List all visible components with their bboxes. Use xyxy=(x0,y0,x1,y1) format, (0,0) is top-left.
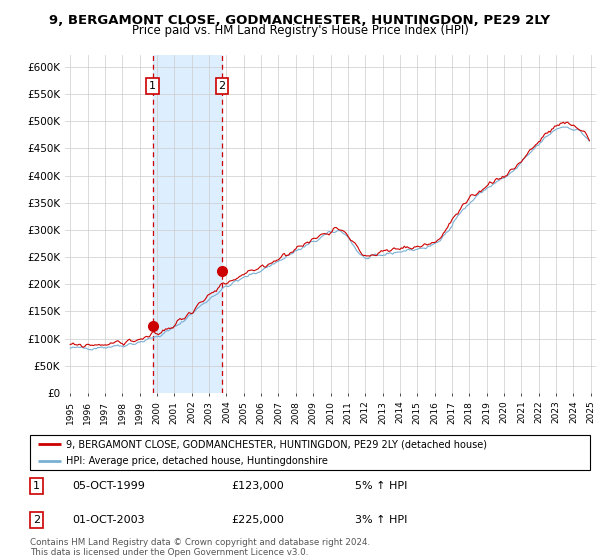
Text: £225,000: £225,000 xyxy=(232,515,284,525)
Text: 1: 1 xyxy=(149,81,156,91)
Text: 1: 1 xyxy=(33,481,40,491)
Text: Contains HM Land Registry data © Crown copyright and database right 2024.
This d: Contains HM Land Registry data © Crown c… xyxy=(30,538,370,557)
Text: HPI: Average price, detached house, Huntingdonshire: HPI: Average price, detached house, Hunt… xyxy=(67,455,328,465)
Text: 01-OCT-2003: 01-OCT-2003 xyxy=(72,515,145,525)
Text: 05-OCT-1999: 05-OCT-1999 xyxy=(72,481,145,491)
Text: 9, BERGAMONT CLOSE, GODMANCHESTER, HUNTINGDON, PE29 2LY: 9, BERGAMONT CLOSE, GODMANCHESTER, HUNTI… xyxy=(49,14,551,27)
Text: 2: 2 xyxy=(218,81,226,91)
Text: 2: 2 xyxy=(33,515,40,525)
Text: 3% ↑ HPI: 3% ↑ HPI xyxy=(355,515,407,525)
Text: 9, BERGAMONT CLOSE, GODMANCHESTER, HUNTINGDON, PE29 2LY (detached house): 9, BERGAMONT CLOSE, GODMANCHESTER, HUNTI… xyxy=(67,440,487,450)
Text: 5% ↑ HPI: 5% ↑ HPI xyxy=(355,481,407,491)
Text: Price paid vs. HM Land Registry's House Price Index (HPI): Price paid vs. HM Land Registry's House … xyxy=(131,24,469,37)
Text: £123,000: £123,000 xyxy=(232,481,284,491)
Bar xyxy=(152,55,222,393)
